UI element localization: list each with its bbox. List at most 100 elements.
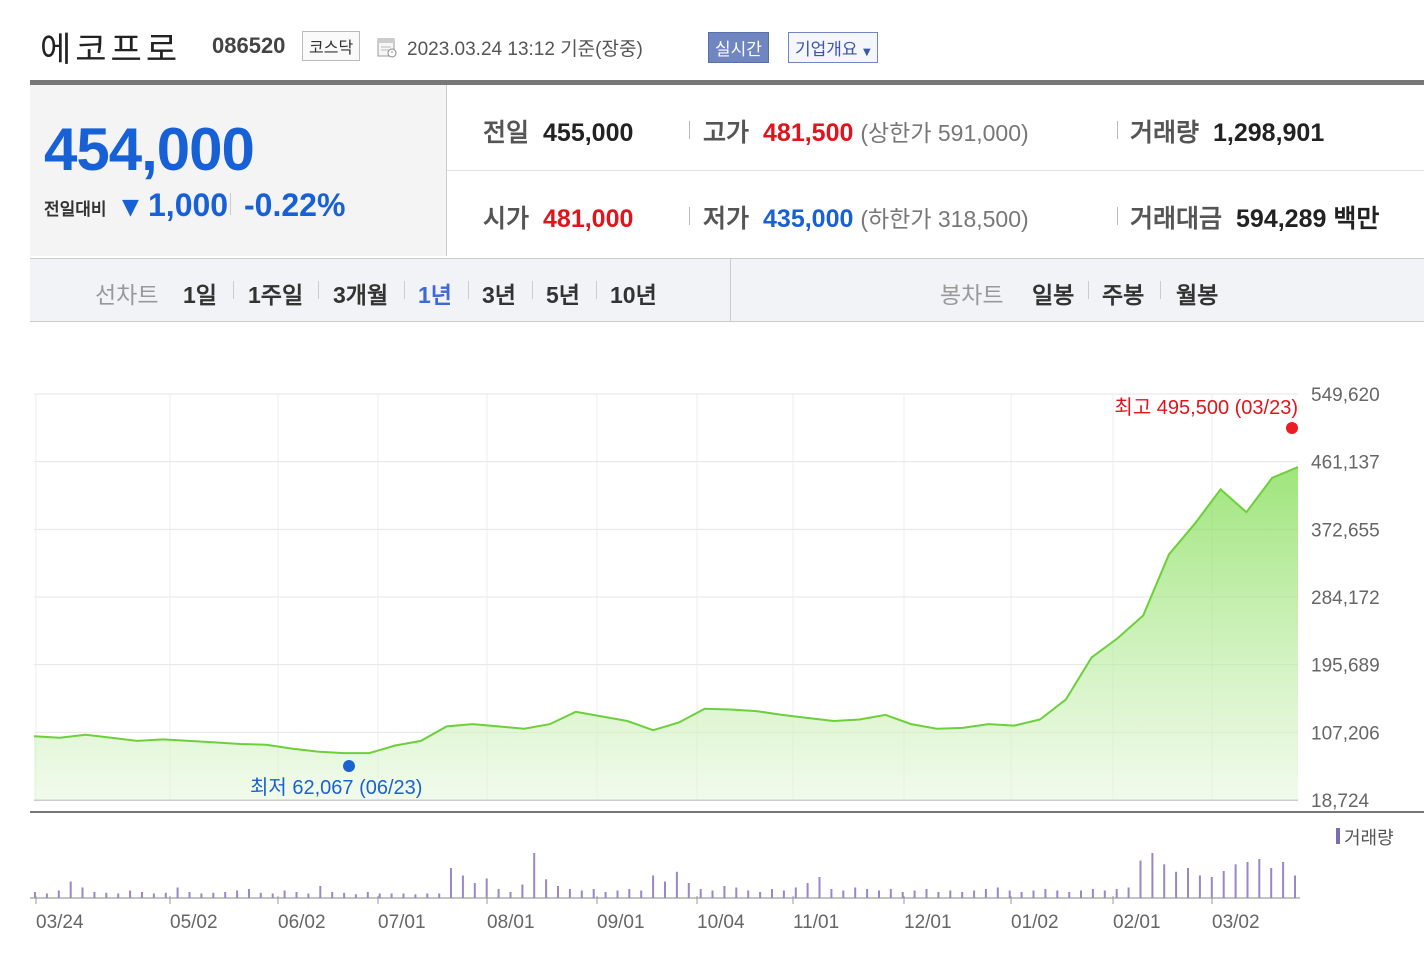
volume-bar [628,889,631,898]
volume-bar [200,893,203,898]
volume-bar [1008,890,1011,898]
volume-bar [675,871,678,899]
tab-1w[interactable]: 1주일 [248,282,304,308]
volume-bar [735,887,738,898]
tab-3y[interactable]: 3년 [482,282,516,308]
tab-weekly[interactable]: 주봉 [1102,282,1145,308]
volume-bar [913,890,916,898]
volume-bar [747,890,750,898]
volume-bar [69,881,72,898]
x-tick-label: 02/01 [1113,912,1161,933]
volume-bar [93,892,96,898]
volume-bar [866,889,869,898]
volume-bar [34,892,36,898]
stock-header: 에코프로 086520 코스닥 2023.03.24 13:12 기준(장중) … [0,0,1424,80]
volume-bar [818,877,821,898]
volume-bar [248,889,250,898]
volume-bar [640,890,643,898]
volume-bar [152,893,155,898]
volume-bar [1151,853,1154,898]
volume-bar [1080,890,1082,898]
y-tick-label: 195,689 [1311,656,1380,677]
current-price-panel: 454,000 전일대비 ▼ 1,000 -0.22% [30,85,447,256]
volume-bar [283,890,286,898]
volume-bar [1056,890,1059,898]
divider [230,193,231,215]
y-axis: 549,620 461,137 372,655 284,172 195,689 107,2… [1311,385,1380,812]
y-tick-label: 18,724 [1311,791,1370,812]
volume-bar [1068,892,1071,898]
volume-bar [141,892,143,898]
tab-3m[interactable]: 3개월 [333,282,389,308]
timestamp: 2023.03.24 13:12 기준(장중) [407,39,643,60]
x-tick-label: 12/01 [904,912,952,933]
volume-bar [1091,889,1094,898]
volume-bar [1175,871,1178,899]
tab-5y[interactable]: 5년 [546,282,580,308]
current-price: 454,000 [44,116,255,183]
candle-chart-label: 봉차트 [940,282,1004,308]
divider [233,281,234,299]
market-badge: 코스닥 [302,31,361,61]
volume-bar [1234,864,1237,899]
divider [730,259,731,321]
down-arrow-icon: ▼ [122,195,139,220]
volume-legend: 거래량 [1344,828,1394,848]
price-chart[interactable]: 549,620 461,137 372,655 284,172 195,689 107,2… [0,320,1424,967]
max-label: 최고 495,500 (03/23) [1114,396,1298,419]
divider [1117,121,1118,139]
corp-overview-dropdown[interactable]: 기업개요 ▼ [788,32,878,63]
volume-bar [1198,875,1201,898]
change-amount: 1,000 [148,187,229,223]
volume-bar [509,892,512,898]
corp-overview-label: 기업개요 [795,40,858,60]
realtime-button[interactable]: 실시간 [708,32,769,63]
max-point-marker [1286,422,1298,434]
volume-bar [485,878,488,898]
volume-bar [687,883,690,898]
volume-bar [1127,887,1130,898]
volume-bar [129,890,132,898]
x-tick-label: 09/01 [597,912,645,933]
volume-bar [1103,890,1106,898]
x-tick-label: 05/02 [170,912,218,933]
volume-bar [224,892,227,898]
volume-bar [984,889,987,898]
volume-bar [236,890,239,898]
volume-bar [402,893,405,898]
tab-1d[interactable]: 1일 [183,282,217,308]
tab-daily[interactable]: 일봉 [1032,282,1075,308]
volume-bar [426,893,429,898]
tab-1y[interactable]: 1년 [418,282,452,308]
volume-bar [259,892,262,899]
volume-bar [295,892,298,898]
volume-bar [652,875,655,898]
volume-bar [937,892,940,898]
volume-bar [343,892,346,899]
volume-bar [188,892,191,898]
period-selector: 선차트 1일 1주일 3개월 1년 3년 5년 10년 봉차트 일봉 주봉 월봉 [30,258,1424,322]
volume-bar [1246,862,1249,898]
volume-bar [378,893,381,898]
divider [689,207,690,225]
y-tick-label: 461,137 [1311,453,1380,474]
tab-10y[interactable]: 10년 [610,282,657,308]
volume-bar [1187,868,1189,898]
volume-bar [616,890,619,898]
tab-monthly[interactable]: 월봉 [1176,282,1219,308]
y-tick-label: 107,206 [1311,723,1380,744]
volume-bar [473,883,476,898]
volume-bar [806,883,809,898]
volume-bar [973,890,976,898]
price-stats: 전일 455,000 고가 481,500 (상한가 591,000) 거래량 1,2… [447,85,1424,256]
volume-bar [461,875,464,898]
volume-bar [961,892,964,898]
volume-bar [117,893,120,898]
x-tick-label: 07/01 [378,912,426,933]
min-point-marker [343,760,355,772]
volume-bar [105,892,108,899]
stats-row: 시가 481,000 저가 435,000 (하한가 318,500) 거래대금 59… [447,171,1424,256]
y-tick-label: 549,620 [1311,385,1380,406]
volume-bar [212,892,215,899]
volume-bar [711,890,714,898]
